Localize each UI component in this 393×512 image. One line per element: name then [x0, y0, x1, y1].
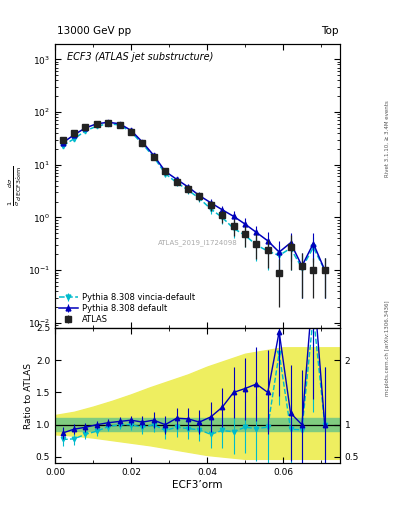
Legend: Pythia 8.308 vincia-default, Pythia 8.308 default, ATLAS: Pythia 8.308 vincia-default, Pythia 8.30…: [57, 291, 196, 326]
Text: ATLAS_2019_I1724098: ATLAS_2019_I1724098: [158, 239, 237, 246]
Text: Top: Top: [321, 26, 339, 36]
X-axis label: ECF3’orm: ECF3’orm: [172, 480, 223, 490]
Text: ECF3 (ATLAS jet substructure): ECF3 (ATLAS jet substructure): [67, 52, 214, 62]
Text: mcplots.cern.ch [arXiv:1306.3436]: mcplots.cern.ch [arXiv:1306.3436]: [385, 301, 390, 396]
Y-axis label: Ratio to ATLAS: Ratio to ATLAS: [24, 362, 33, 429]
Y-axis label: $\frac{1}{\sigma}\frac{d\sigma}{d\,\mathrm{ECF3\'orm}}$: $\frac{1}{\sigma}\frac{d\sigma}{d\,\math…: [6, 165, 24, 206]
Text: Rivet 3.1.10, ≥ 3.4M events: Rivet 3.1.10, ≥ 3.4M events: [385, 100, 390, 177]
Text: 13000 GeV pp: 13000 GeV pp: [57, 26, 131, 36]
